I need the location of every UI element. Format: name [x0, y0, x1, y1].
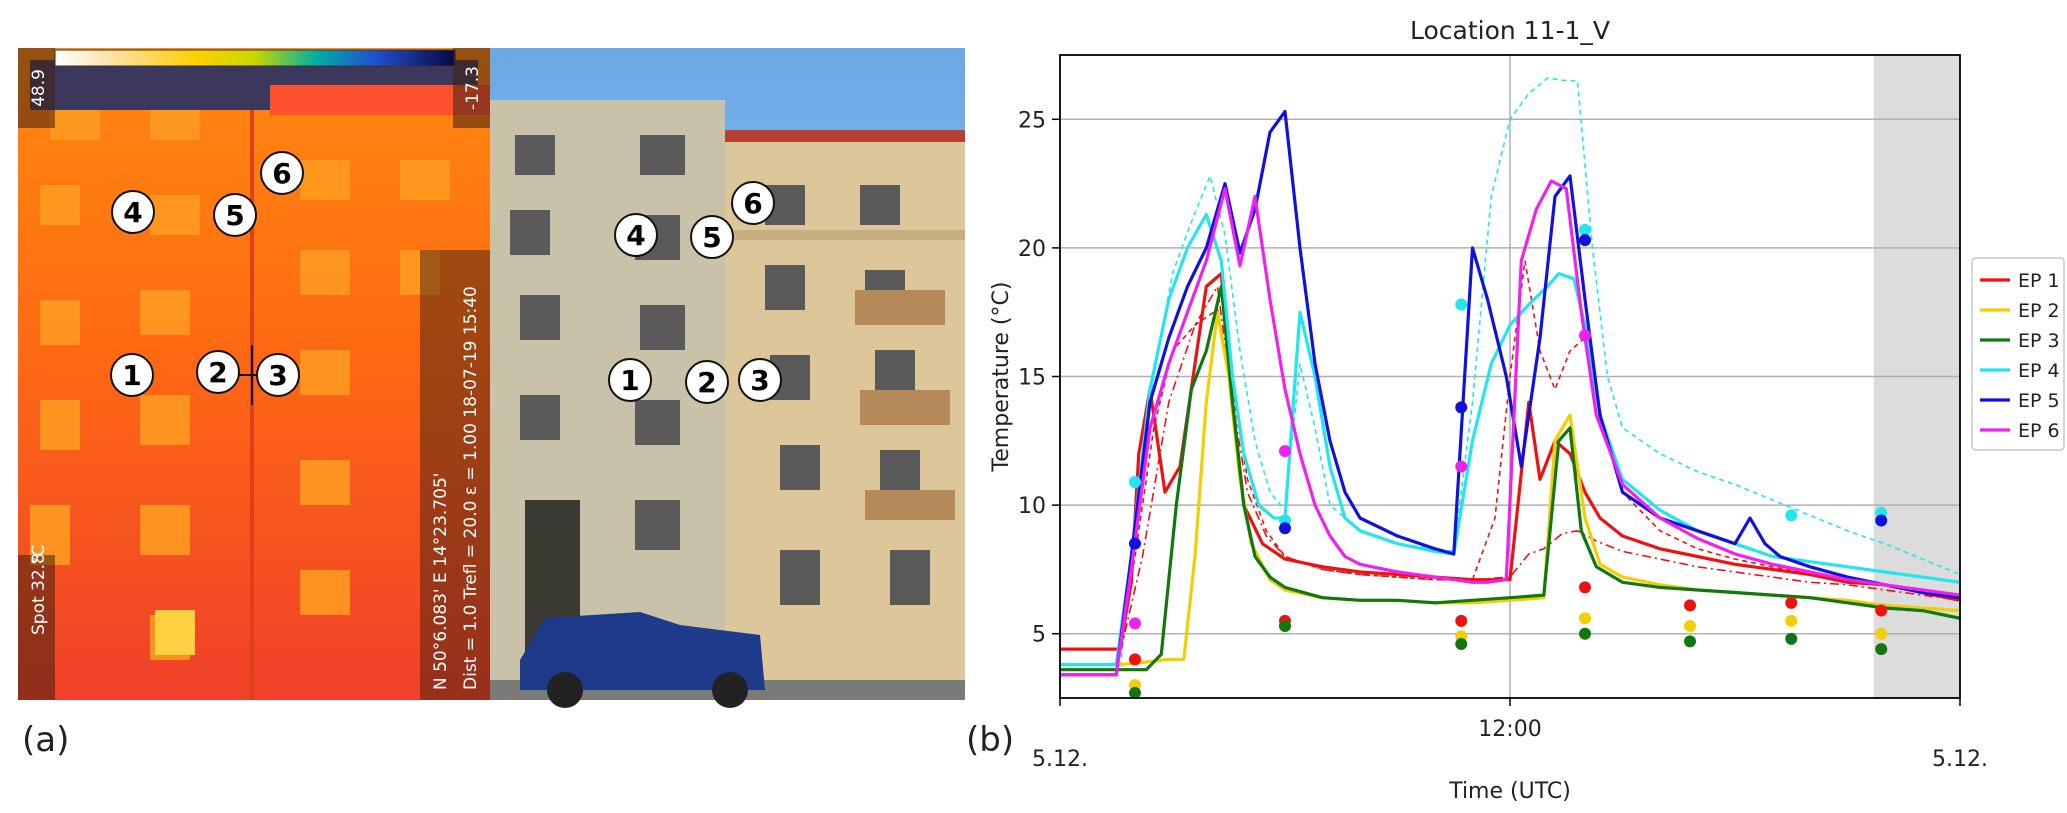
measured-point-4-1 [1279, 522, 1291, 535]
svg-text:5: 5 [702, 221, 721, 254]
x-axis-label: Time (UTC) [1448, 779, 1571, 804]
legend-label-ep-2: EP 2 [2018, 300, 2060, 322]
series-line-ep-3 [1060, 284, 1960, 672]
measured-point-0-0 [1129, 653, 1141, 666]
x-date-label-0: 5.12. [1032, 747, 1088, 772]
measured-point-1-6 [1875, 627, 1888, 640]
panel-b-label: (b) [966, 720, 1015, 760]
panel-a-label: (a) [22, 720, 70, 760]
measured-point-2-3 [1579, 627, 1591, 640]
measured-point-2-4 [1684, 635, 1696, 648]
measured-point-4-4 [1875, 514, 1888, 527]
measured-point-2-5 [1785, 632, 1798, 645]
dashed-series-0 [1060, 77, 1960, 671]
scale-max-text: 48.9 [29, 69, 49, 107]
measured-point-0-6 [1875, 604, 1888, 617]
thermal-image: 48.9 -17.3 Spot 32.8 °C N 50°6.083' E 14… [18, 48, 490, 700]
legend-label-ep-3: EP 3 [2018, 330, 2060, 352]
measured-point-2-6 [1875, 643, 1888, 656]
svg-text:4: 4 [626, 219, 645, 252]
measured-point-3-0 [1129, 475, 1141, 488]
measured-point-3-3 [1579, 223, 1591, 236]
measured-point-1-4 [1684, 619, 1696, 632]
panel-b: (b) 5 10 15 20 25 12:00 5.12. 5.12. Location 11-… [960, 0, 2067, 809]
measured-point-2-0 [1129, 686, 1141, 699]
legend-box [1971, 257, 2065, 451]
measured-point-3-4 [1785, 509, 1798, 522]
y-tick-label-0: 5 [1032, 623, 1046, 648]
svg-text:4: 4 [123, 196, 142, 229]
x-tick-label-0: 12:00 [1478, 717, 1541, 742]
svg-text:3: 3 [268, 359, 287, 392]
measured-point-0-2 [1455, 614, 1468, 627]
measured-point-5-3 [1579, 329, 1591, 342]
coords-text: N 50°6.083' E 14°23.705' [431, 473, 451, 690]
measured-point-5-1 [1279, 445, 1291, 458]
chart-title: Location 11-1_V [1410, 16, 1610, 45]
photo-markers: 1 2 3 4 5 6 [608, 181, 782, 404]
marker-2-thermal: 2 [196, 350, 240, 394]
measured-point-4-3 [1579, 234, 1591, 247]
marker-1-photo: 1 [608, 358, 652, 402]
scale-min-text: -17.3 [463, 66, 483, 110]
marker-6-thermal: 6 [260, 151, 304, 195]
svg-text:2: 2 [697, 366, 716, 399]
marker-1-thermal: 1 [110, 353, 154, 397]
measured-point-1-5 [1785, 614, 1798, 627]
svg-text:3: 3 [750, 364, 769, 397]
legend-label-ep-1: EP 1 [2018, 270, 2060, 292]
svg-text:2: 2 [208, 356, 227, 389]
params-text: Dist = 1.0 Trefl = 20.0 ε = 1.00 18-07-1… [461, 286, 481, 690]
measured-point-5-0 [1129, 617, 1141, 630]
svg-text:1: 1 [620, 364, 639, 397]
spot-text: Spot 32.8 [29, 553, 49, 635]
dashed-series-1 [1060, 260, 1960, 671]
unit-text: °C [29, 545, 49, 565]
legend-label-ep-6: EP 6 [2018, 420, 2060, 442]
marker-3-thermal: 3 [256, 353, 300, 397]
series-line-ep-6 [1060, 179, 1960, 677]
panel-a: 48.9 -17.3 Spot 32.8 °C N 50°6.083' E 14… [0, 0, 980, 809]
svg-text:6: 6 [272, 157, 291, 190]
measured-point-4-2 [1455, 401, 1468, 414]
temperature-chart: 5 10 15 20 25 12:00 5.12. 5.12. Location 11-1_V T… [989, 16, 2065, 804]
marker-2-photo: 2 [685, 360, 729, 404]
marker-4-thermal: 4 [111, 190, 155, 234]
y-tick-label-3: 20 [1018, 237, 1046, 262]
y-axis-label: Temperature (°C) [989, 282, 1014, 473]
y-tick-label-1: 10 [1018, 494, 1046, 519]
thermal-markers: 1 2 3 4 5 6 [110, 151, 304, 397]
series-line-ep-1 [1060, 272, 1960, 651]
measured-point-3-2 [1455, 298, 1468, 311]
marker-5-photo: 5 [690, 215, 734, 259]
measured-point-2-2 [1455, 637, 1468, 650]
visible-photo [490, 48, 965, 708]
legend-label-ep-4: EP 4 [2018, 360, 2060, 382]
measured-point-0-4 [1684, 599, 1696, 612]
svg-text:6: 6 [743, 187, 762, 220]
x-date-label-1: 5.12. [1932, 747, 1988, 772]
marker-6-photo: 6 [731, 181, 775, 225]
measured-point-0-5 [1785, 596, 1798, 609]
marker-5-thermal: 5 [213, 193, 257, 237]
measured-point-0-3 [1579, 581, 1591, 594]
measured-point-1-3 [1579, 612, 1591, 625]
measured-point-5-2 [1455, 460, 1468, 473]
measured-point-4-0 [1129, 537, 1141, 550]
marker-4-photo: 4 [614, 213, 658, 257]
y-tick-label-4: 25 [1018, 108, 1046, 133]
marker-3-photo: 3 [738, 358, 782, 402]
photo-composite: 48.9 -17.3 Spot 32.8 °C N 50°6.083' E 14… [18, 48, 965, 708]
measured-point-2-1 [1279, 619, 1291, 632]
svg-text:1: 1 [122, 359, 141, 392]
svg-text:5: 5 [225, 199, 244, 232]
y-tick-label-2: 15 [1018, 366, 1046, 391]
legend-label-ep-5: EP 5 [2018, 390, 2060, 412]
series-line-ep-5 [1060, 110, 1960, 677]
